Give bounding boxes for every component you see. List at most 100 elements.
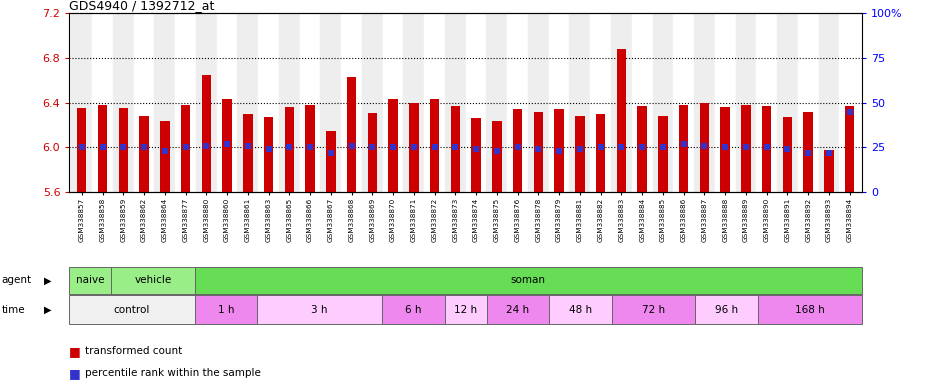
Bar [570,13,590,192]
Text: 72 h: 72 h [642,305,665,315]
Bar [388,99,398,192]
Bar [134,13,154,192]
Text: control: control [114,305,150,315]
Bar [341,13,362,192]
Bar [175,13,196,192]
Bar [632,13,652,192]
Bar [804,112,813,192]
Text: 6 h: 6 h [405,305,422,315]
Bar [403,13,425,192]
Bar [69,267,111,294]
Bar [637,106,647,192]
Bar [659,116,668,192]
Bar [222,99,232,192]
Bar [679,105,688,192]
Bar [797,13,819,192]
Bar [513,109,523,192]
Bar [819,13,839,192]
Text: 12 h: 12 h [454,305,477,315]
Text: 48 h: 48 h [569,305,592,315]
Bar [181,105,191,192]
Bar [534,112,543,192]
Bar [721,107,730,192]
Bar [154,13,175,192]
Bar [492,121,501,192]
Bar [160,121,169,192]
Bar [113,13,134,192]
Bar [118,108,128,192]
Bar [554,109,564,192]
Bar [575,116,585,192]
Bar [487,13,507,192]
Text: agent: agent [2,275,32,285]
Bar [487,295,549,324]
Text: transformed count: transformed count [85,346,182,356]
Bar [472,118,481,192]
Text: soman: soman [511,275,546,285]
Bar [845,106,855,192]
Bar [77,108,87,192]
Bar [762,106,771,192]
Bar [257,295,382,324]
Bar [430,99,439,192]
Bar [450,106,460,192]
Bar [305,105,314,192]
Bar [777,13,797,192]
Bar [216,13,238,192]
Bar [279,13,300,192]
Bar [445,295,487,324]
Bar [757,13,777,192]
Bar [839,13,860,192]
Bar [694,13,715,192]
Text: ■: ■ [69,345,81,358]
Text: GDS4940 / 1392712_at: GDS4940 / 1392712_at [69,0,215,12]
Text: percentile rank within the sample: percentile rank within the sample [85,368,261,378]
Text: ■: ■ [69,367,81,380]
Bar [741,105,750,192]
Bar [735,13,757,192]
Bar [715,13,735,192]
Bar [617,49,626,192]
Text: 1 h: 1 h [217,305,234,315]
Bar [362,13,383,192]
Bar [111,267,194,294]
Bar [824,150,833,192]
Bar [243,114,253,192]
Text: ▶: ▶ [44,305,52,315]
Text: 168 h: 168 h [796,305,825,315]
Bar [590,13,611,192]
Bar [549,13,570,192]
Bar [196,13,216,192]
Bar [383,13,403,192]
Text: 3 h: 3 h [312,305,328,315]
Bar [549,295,611,324]
Bar [98,105,107,192]
Bar [783,117,792,192]
Bar [194,295,257,324]
Bar [699,103,709,192]
Bar [367,113,377,192]
Bar [409,103,418,192]
Bar [465,13,487,192]
Bar [347,77,356,192]
Text: naive: naive [76,275,105,285]
Bar [258,13,279,192]
Bar [696,295,758,324]
Bar [528,13,549,192]
Bar [140,116,149,192]
Bar [758,295,862,324]
Text: time: time [2,305,26,315]
Bar [425,13,445,192]
Bar [507,13,528,192]
Bar [445,13,465,192]
Bar [320,13,341,192]
Bar [596,114,605,192]
Bar [652,13,673,192]
Bar [92,13,113,192]
Bar [71,13,92,192]
Text: 96 h: 96 h [715,305,738,315]
Bar [673,13,694,192]
Text: ▶: ▶ [44,275,52,285]
Text: 24 h: 24 h [506,305,529,315]
Bar [285,107,294,192]
